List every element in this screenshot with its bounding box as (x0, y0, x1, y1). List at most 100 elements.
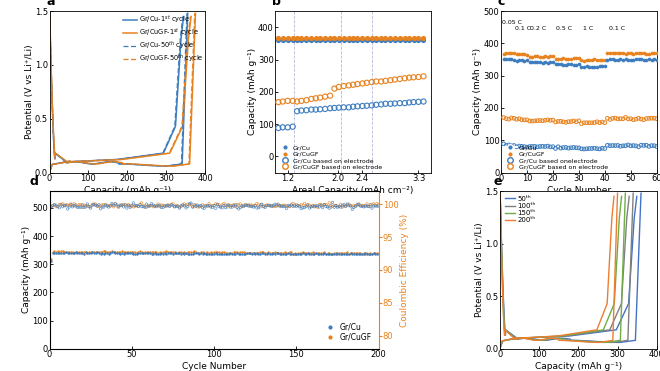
Y-axis label: Capacity (mAh g⁻¹): Capacity (mAh g⁻¹) (248, 48, 257, 135)
Point (94, 202, 104, 208)
Point (279, 202, 290, 208)
Point (222, 204, 232, 210)
Point (131, 203, 142, 209)
Point (178, 250, 188, 256)
Point (218, 249, 229, 255)
Point (325, 93, 335, 99)
Point (312, 251, 323, 257)
Point (341, 250, 351, 256)
Point (306, 204, 316, 210)
Point (314, 250, 325, 256)
Point (69, 250, 79, 256)
Point (150, 250, 160, 256)
Point (207, 203, 218, 209)
Point (331, 203, 341, 209)
Point (341, 203, 351, 209)
Point (380, 35, 391, 40)
Point (553, 61, 564, 67)
Point (147, 251, 157, 257)
Point (602, 50, 612, 56)
150ᵗʰ (504, 330, 512, 334)
Point (651, 50, 660, 56)
Point (651, 144, 660, 150)
Point (204, 250, 214, 256)
Point (185, 251, 196, 257)
Point (574, 55, 584, 61)
Point (237, 249, 248, 255)
Point (220, 205, 231, 211)
Point (311, 203, 321, 209)
Point (329, 204, 339, 210)
Point (227, 251, 238, 257)
Point (273, 125, 284, 131)
Point (184, 201, 195, 207)
Point (72, 204, 82, 210)
Point (626, 56, 636, 62)
Point (413, 74, 424, 80)
Point (332, 250, 343, 256)
Point (220, 251, 231, 257)
Point (288, 200, 298, 206)
Point (615, 116, 626, 122)
Point (192, 250, 203, 256)
Point (189, 202, 199, 208)
Point (644, 56, 654, 62)
Point (506, 56, 517, 62)
Point (265, 203, 275, 209)
Point (322, 204, 333, 210)
50ᵗʰ (581, 339, 589, 343)
Point (306, 204, 316, 210)
Point (138, 250, 148, 256)
Point (57, 250, 68, 256)
Point (81, 249, 91, 255)
Point (348, 104, 358, 110)
Point (362, 201, 372, 207)
Point (135, 202, 145, 208)
Point (646, 115, 657, 121)
Point (374, 251, 384, 257)
Point (626, 50, 636, 56)
Point (589, 119, 600, 125)
Point (84, 250, 94, 256)
Point (364, 252, 374, 257)
50ᵗʰ (618, 340, 626, 344)
100ᵗʰ (597, 340, 605, 344)
Point (558, 119, 568, 125)
Point (59, 249, 69, 255)
Point (104, 249, 114, 255)
Point (306, 250, 316, 256)
Point (512, 51, 522, 57)
Point (345, 250, 356, 256)
Point (602, 142, 612, 148)
150ᵗʰ (572, 339, 580, 343)
Point (52, 204, 63, 210)
Point (212, 249, 222, 255)
Point (325, 203, 336, 209)
Point (355, 250, 366, 256)
Point (214, 250, 224, 256)
Point (227, 202, 238, 208)
Point (217, 249, 228, 255)
Point (55, 202, 66, 208)
Point (339, 104, 349, 110)
Point (599, 63, 610, 69)
Point (121, 250, 132, 256)
Point (51, 249, 61, 255)
Text: a: a (46, 0, 55, 8)
Point (84, 204, 94, 210)
Point (114, 250, 124, 256)
Point (545, 144, 556, 150)
Point (162, 249, 173, 255)
Point (327, 251, 338, 257)
100ᵗʰ (629, 191, 637, 196)
Point (540, 144, 550, 150)
Point (289, 202, 300, 208)
Point (154, 249, 165, 255)
Point (46, 204, 56, 210)
Point (322, 203, 333, 209)
Point (292, 35, 302, 40)
Point (54, 201, 65, 207)
Point (64, 202, 75, 208)
Point (141, 250, 152, 256)
Point (504, 50, 514, 56)
